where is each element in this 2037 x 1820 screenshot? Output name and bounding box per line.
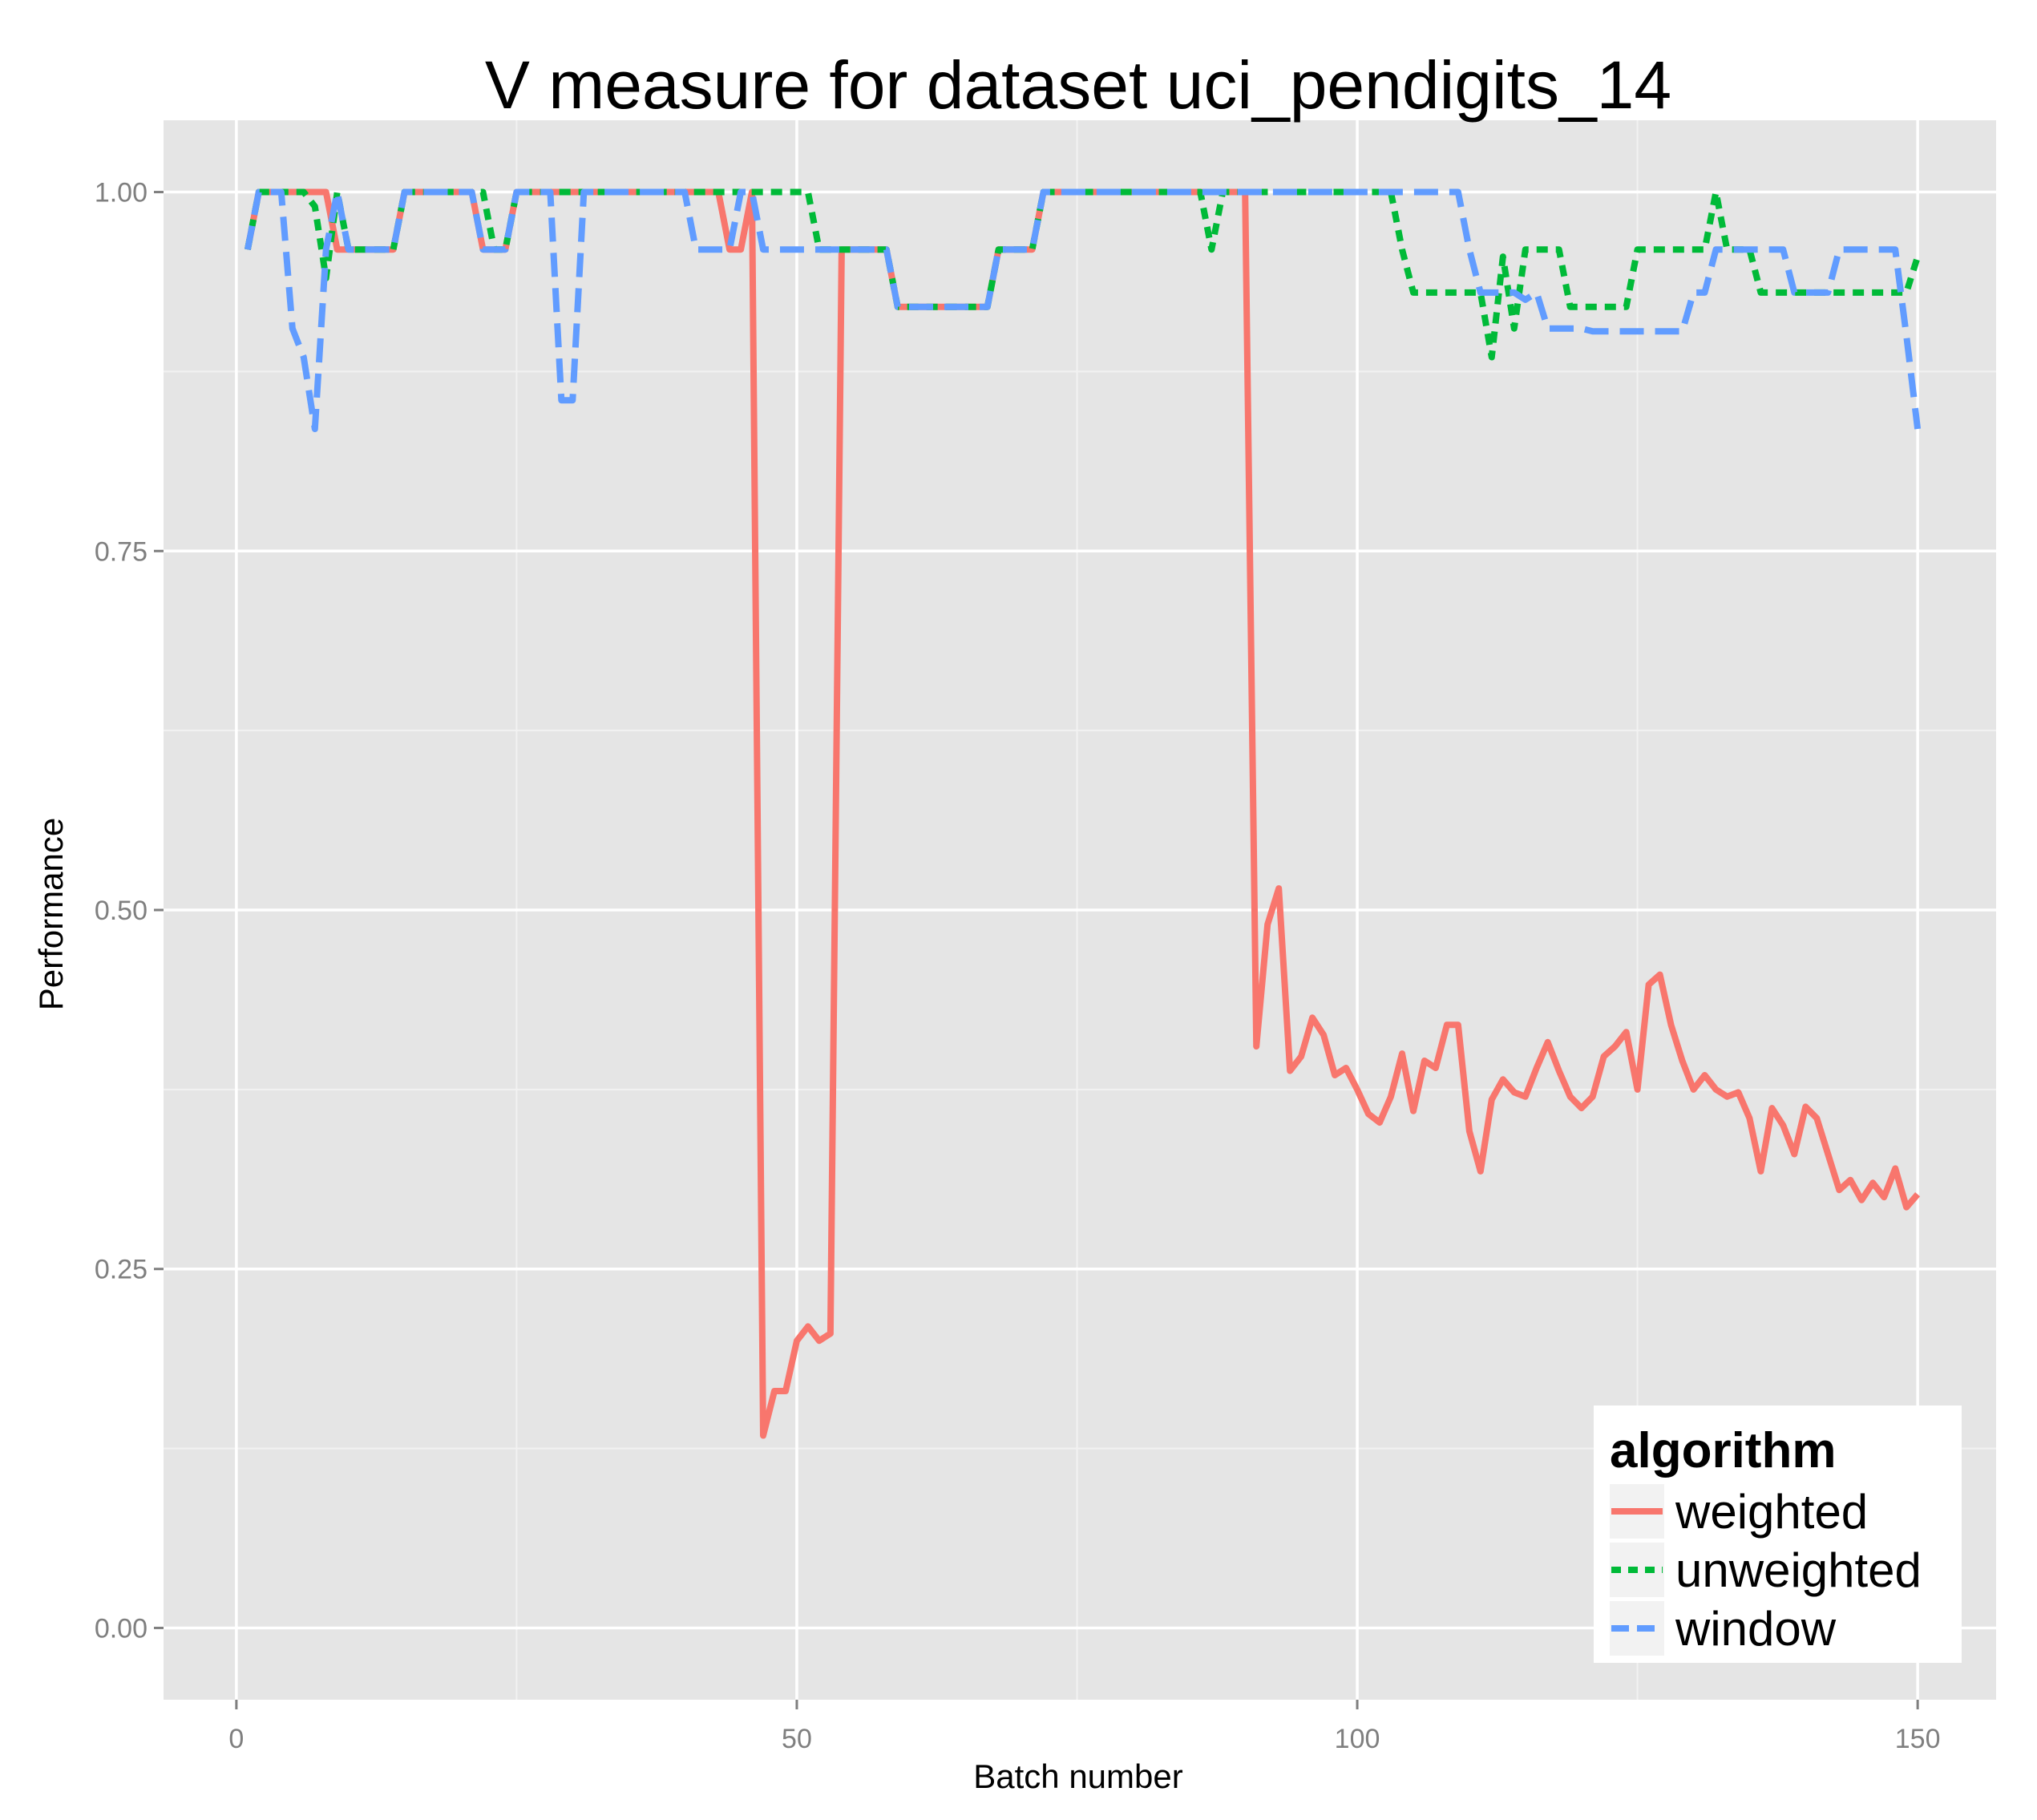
legend-label-unweighted: unweighted: [1675, 1543, 1922, 1597]
x-axis-title: Batch number: [973, 1757, 1182, 1795]
x-tick-label: 100: [1335, 1724, 1380, 1754]
x-tick-label: 0: [228, 1724, 244, 1754]
legend-label-window: window: [1675, 1602, 1837, 1656]
legend-title: algorithm: [1610, 1423, 1836, 1478]
y-axis-title: Performance: [32, 818, 70, 1010]
x-tick-label: 50: [782, 1724, 812, 1754]
series-line-weighted: [244, 188, 1921, 1439]
chart-title: V measure for dataset uci_pendigits_14: [485, 47, 1671, 123]
legend-label-weighted: weighted: [1675, 1485, 1868, 1539]
x-tick-label: 150: [1895, 1724, 1941, 1754]
y-tick-label: 0.50: [95, 896, 148, 926]
y-tick-label: 0.25: [95, 1255, 148, 1285]
y-tick-label: 0.00: [95, 1613, 148, 1644]
series-line-window: [244, 188, 1922, 432]
y-tick-label: 0.75: [95, 536, 148, 567]
y-tick-label: 1.00: [95, 178, 148, 208]
axes: 0 50 100 150 0.00 0.25 0.50 0.75 1.00: [95, 178, 1941, 1754]
series-lines: [244, 188, 1922, 1439]
